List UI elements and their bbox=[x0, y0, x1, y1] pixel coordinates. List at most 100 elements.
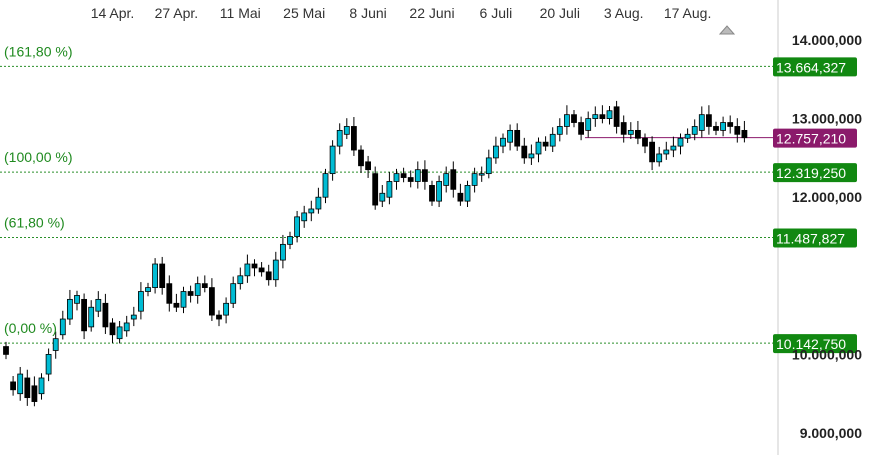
candle-body bbox=[635, 129, 641, 139]
candle-body bbox=[457, 192, 464, 202]
candle bbox=[336, 123, 343, 155]
candle-body bbox=[691, 126, 698, 135]
candle-body bbox=[741, 129, 748, 139]
candle-body bbox=[180, 291, 187, 308]
candle-body bbox=[521, 145, 528, 159]
candle-body bbox=[223, 302, 230, 316]
candle bbox=[343, 118, 350, 140]
candle-body bbox=[329, 145, 336, 175]
candle-body bbox=[620, 122, 627, 135]
candle-body bbox=[350, 126, 357, 151]
fib-lines-layer bbox=[0, 0, 779, 455]
candle bbox=[81, 293, 87, 340]
candle-body bbox=[294, 216, 301, 237]
candle bbox=[358, 145, 364, 173]
candle-body bbox=[578, 122, 584, 135]
candle-body bbox=[301, 212, 308, 222]
scroll-marker-icon[interactable] bbox=[718, 25, 736, 35]
candle bbox=[258, 262, 265, 277]
candle-body bbox=[152, 263, 159, 288]
candle-body bbox=[464, 185, 471, 202]
candle-body bbox=[3, 346, 9, 355]
candle bbox=[578, 116, 584, 141]
candle-body bbox=[173, 302, 180, 308]
candle bbox=[74, 290, 80, 311]
candle bbox=[123, 315, 130, 337]
candle-body bbox=[478, 173, 485, 176]
candle-body bbox=[627, 129, 634, 135]
candle-body bbox=[535, 141, 542, 155]
candle bbox=[585, 111, 592, 138]
candle bbox=[3, 341, 9, 360]
candle bbox=[301, 205, 308, 228]
fib-value-label: 10.142,750 bbox=[776, 336, 846, 352]
candle-body bbox=[10, 381, 17, 391]
candle-body bbox=[358, 149, 364, 167]
candle-body bbox=[322, 173, 329, 198]
candle-body bbox=[670, 145, 677, 151]
candle bbox=[720, 116, 726, 137]
candle-body bbox=[436, 181, 443, 202]
candle bbox=[450, 161, 457, 198]
candle bbox=[10, 376, 17, 396]
candle bbox=[187, 285, 194, 303]
candle bbox=[152, 258, 159, 294]
candle-body bbox=[258, 267, 265, 273]
candle-body bbox=[230, 283, 237, 304]
candle-body bbox=[251, 263, 258, 269]
candle bbox=[279, 234, 286, 269]
fib-value-label: 13.664,327 bbox=[776, 59, 846, 75]
candle-body bbox=[379, 192, 386, 202]
candle bbox=[265, 264, 272, 286]
fib-value-label: 11.487,827 bbox=[776, 230, 845, 246]
candle bbox=[180, 286, 187, 314]
candle bbox=[208, 278, 215, 321]
candle bbox=[514, 123, 521, 151]
candle-body bbox=[649, 141, 655, 163]
candle bbox=[38, 373, 45, 400]
candle bbox=[670, 136, 677, 158]
candle-body bbox=[429, 185, 435, 202]
candle-body bbox=[727, 122, 734, 127]
candle-body bbox=[343, 126, 350, 135]
candle bbox=[17, 366, 24, 401]
candle bbox=[88, 300, 95, 332]
candle-body bbox=[24, 377, 31, 399]
candle bbox=[315, 187, 322, 214]
candle-body bbox=[713, 126, 719, 131]
candle bbox=[485, 149, 492, 179]
fib-value-tag bbox=[773, 228, 857, 248]
candle bbox=[642, 133, 648, 154]
candle-body bbox=[421, 169, 428, 182]
candle bbox=[287, 231, 293, 250]
candle-body bbox=[514, 129, 521, 147]
candle bbox=[52, 331, 59, 359]
candle-body bbox=[564, 114, 570, 127]
candle bbox=[677, 133, 684, 155]
date-tick-label: 25 Mai bbox=[283, 5, 325, 21]
candle bbox=[521, 137, 528, 164]
candle-body bbox=[684, 133, 691, 139]
candle-body bbox=[706, 114, 712, 127]
price-tick-label: 10.000,000 bbox=[792, 346, 862, 362]
candle bbox=[130, 306, 137, 327]
candle bbox=[656, 146, 663, 167]
candle bbox=[372, 166, 379, 210]
date-tick-label: 6 Juli bbox=[480, 5, 513, 21]
candle bbox=[109, 318, 116, 344]
candle-body bbox=[52, 338, 59, 351]
candle-body bbox=[492, 145, 499, 159]
fib-level-label: (0,00 %) bbox=[4, 320, 57, 336]
candle bbox=[528, 144, 535, 165]
date-tick-label: 14 Apr. bbox=[91, 5, 135, 21]
candle-body bbox=[38, 377, 45, 395]
candle-body bbox=[500, 137, 506, 147]
candle-body bbox=[145, 287, 151, 292]
candle bbox=[606, 106, 613, 125]
candle bbox=[223, 297, 230, 324]
price-tick-label: 9.000,000 bbox=[800, 425, 862, 441]
candle bbox=[308, 200, 315, 222]
candle-body bbox=[45, 353, 52, 375]
candle-body bbox=[407, 177, 414, 182]
